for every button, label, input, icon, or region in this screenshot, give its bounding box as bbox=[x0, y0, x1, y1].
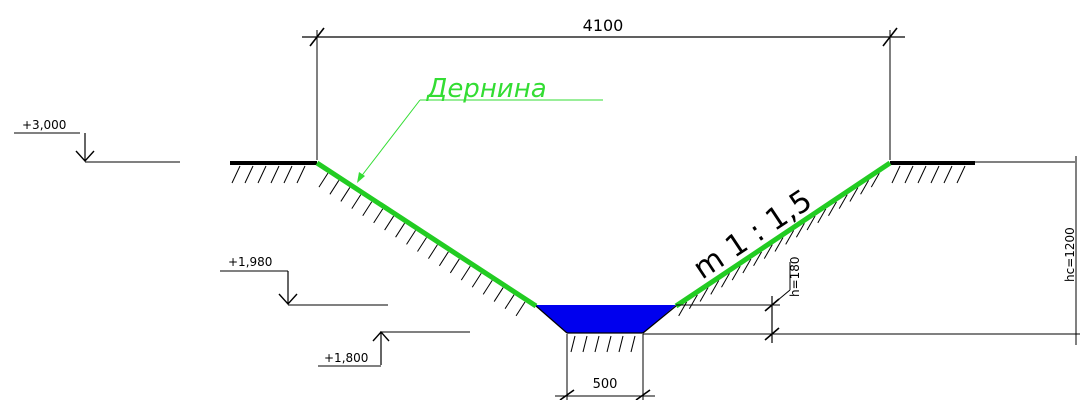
hatch-tick bbox=[231, 165, 241, 184]
hatch-tick bbox=[774, 237, 784, 252]
elevation-top-marker: +3,000 bbox=[14, 118, 180, 163]
hatch-tick bbox=[785, 230, 795, 245]
hatch-tick bbox=[594, 335, 600, 353]
hatch-tick bbox=[606, 335, 612, 353]
elevation-bottom-label: +1,800 bbox=[324, 351, 368, 365]
bottom-dimension: 500 bbox=[555, 334, 655, 400]
hatch-tick bbox=[373, 208, 384, 224]
hatch-tick bbox=[753, 251, 763, 267]
water-depth-dimension: h=180 bbox=[643, 256, 1080, 343]
turf-slopes bbox=[315, 160, 892, 309]
hatch-tick bbox=[362, 201, 373, 217]
hatch-tick bbox=[340, 187, 351, 202]
hatch-tick bbox=[406, 230, 416, 245]
hatch-tick bbox=[515, 301, 526, 317]
hatch-tick bbox=[943, 165, 953, 184]
hatch-tick bbox=[257, 165, 267, 184]
ground-surface bbox=[230, 161, 1075, 165]
dimension-top-label: 4100 bbox=[583, 16, 624, 35]
hatch-tick bbox=[956, 165, 966, 184]
hatch-tick bbox=[891, 165, 901, 184]
hatch-tick bbox=[731, 265, 741, 281]
hatch-tick bbox=[630, 335, 636, 353]
hatch-tick bbox=[449, 258, 460, 274]
hatch-tick bbox=[917, 165, 927, 184]
hatch-tick bbox=[570, 335, 576, 353]
elevation-water-label: +1,980 bbox=[228, 255, 272, 269]
hatch-tick bbox=[318, 172, 329, 188]
hatch-tick bbox=[904, 165, 914, 184]
hatch-tick bbox=[482, 280, 493, 295]
hatch-tick bbox=[428, 244, 438, 259]
hatch-tick bbox=[351, 194, 362, 209]
hatch-tick bbox=[860, 180, 870, 195]
turf-label: Дернина bbox=[426, 74, 547, 104]
hatch-tick bbox=[742, 258, 752, 274]
turf-callout: Дернина bbox=[357, 74, 603, 183]
hatch-tick bbox=[582, 335, 588, 353]
hatch-tick bbox=[395, 222, 406, 238]
elevation-bottom-marker: +1,800 bbox=[318, 330, 470, 367]
hatch-tick bbox=[849, 187, 859, 202]
hatch-tick bbox=[688, 294, 698, 309]
hatch-tick bbox=[438, 251, 449, 267]
dimension-bottom-label: 500 bbox=[593, 377, 618, 392]
hatch-tick bbox=[460, 265, 471, 281]
hatch-tick bbox=[721, 273, 730, 288]
hatch-tick bbox=[763, 244, 773, 259]
hatch-tick bbox=[870, 172, 880, 188]
hatch-tick bbox=[710, 280, 720, 295]
elevation-water-marker: +1,980 bbox=[220, 255, 388, 306]
hatch-tick bbox=[296, 165, 306, 184]
hatch-tick bbox=[838, 194, 848, 209]
elevation-top-label: +3,000 bbox=[22, 118, 66, 132]
water-fill bbox=[535, 305, 676, 333]
hatch-tick bbox=[493, 287, 504, 302]
hatch-tick bbox=[817, 208, 827, 224]
hatch-tick bbox=[795, 222, 805, 238]
hatch-tick bbox=[329, 180, 340, 195]
ditch-bottom-edges bbox=[535, 305, 677, 334]
hatch-tick bbox=[471, 272, 482, 288]
ditch-depth-label: hc=1200 bbox=[1063, 227, 1077, 282]
water-depth-label: h=180 bbox=[788, 256, 802, 297]
hatch-tick bbox=[270, 165, 280, 184]
hatch-tick bbox=[828, 201, 837, 216]
soil-hatching bbox=[231, 165, 966, 353]
hatch-tick bbox=[283, 165, 293, 184]
hatch-tick bbox=[504, 294, 515, 309]
hatch-tick bbox=[384, 215, 395, 231]
hatch-tick bbox=[699, 287, 709, 302]
top-dimension: 4100 bbox=[302, 16, 905, 160]
ditch-depth-dimension: hc=1200 bbox=[1063, 156, 1077, 345]
hatch-tick bbox=[678, 301, 688, 317]
hatch-tick bbox=[930, 165, 940, 184]
hatch-tick bbox=[244, 165, 254, 184]
hatch-tick bbox=[618, 335, 624, 353]
hatch-tick bbox=[806, 215, 816, 231]
hatch-tick bbox=[417, 237, 427, 252]
